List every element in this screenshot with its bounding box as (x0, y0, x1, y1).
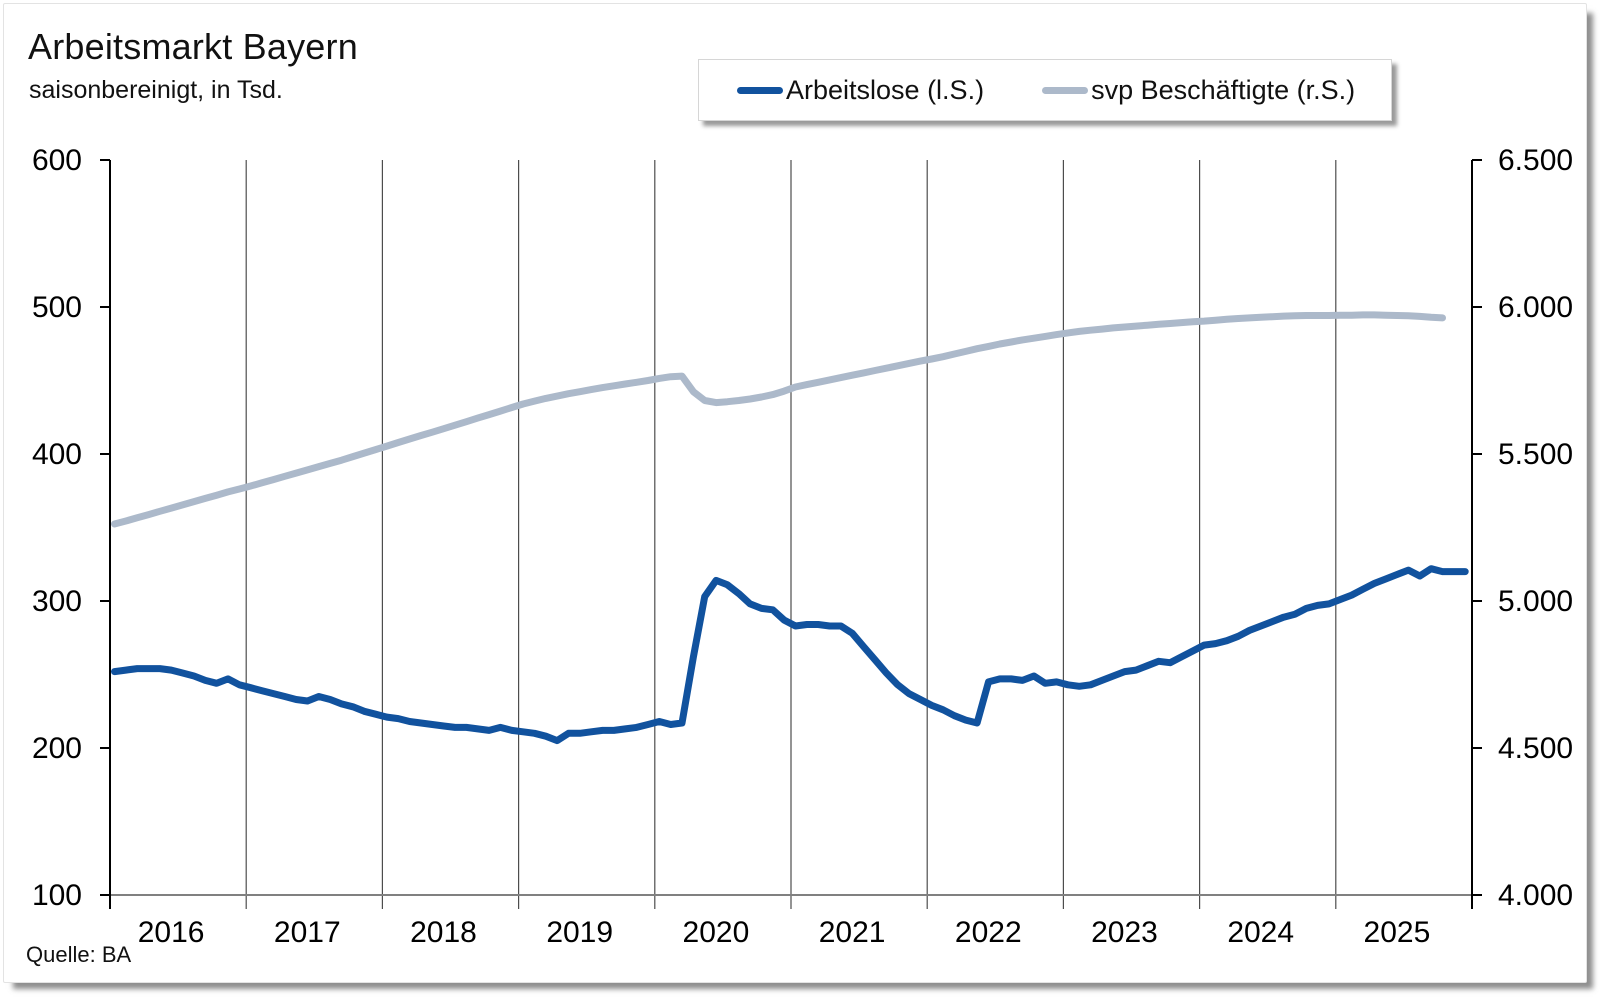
y-axis-right-label: 6.000 (1498, 291, 1573, 324)
y-axis-right-label: 4.000 (1498, 879, 1573, 912)
y-axis-right-label: 5.500 (1498, 438, 1573, 471)
plot-area: 600 500 400 300 200 100 6.500 6.000 5.500 5.000 4.… (32, 144, 1573, 949)
y-axis-left-label: 200 (32, 732, 82, 765)
legend-swatch-arbeitslose (737, 86, 783, 94)
source-note: Quelle: BA (26, 942, 132, 967)
y-axis-left-label: 600 (32, 144, 82, 177)
x-axis-year-label: 2021 (819, 916, 886, 949)
x-axis-year-label: 2024 (1227, 916, 1294, 949)
chart-card: Arbeitsmarkt Bayern saisonbereinigt, in … (3, 3, 1587, 983)
y-axis-left-label: 300 (32, 585, 82, 618)
y-axis-left-label: 100 (32, 879, 82, 912)
x-axis-year-label: 2020 (683, 916, 750, 949)
x-axis-year-label: 2019 (546, 916, 613, 949)
x-axis-year-label: 2023 (1091, 916, 1158, 949)
legend-swatch-beschaeftigte (1042, 86, 1089, 94)
chart-subtitle: saisonbereinigt, in Tsd. (29, 76, 283, 104)
y-axis-right-label: 5.000 (1498, 585, 1573, 618)
x-axis-year-label: 2025 (1364, 916, 1431, 949)
arbeitslose-line (111, 565, 1469, 745)
x-axis-year-label: 2017 (274, 916, 341, 949)
page-title: Arbeitsmarkt Bayern (28, 26, 358, 67)
y-axis-left-label: 400 (32, 438, 82, 471)
x-axis-year-label: 2022 (955, 916, 1022, 949)
legend: Arbeitslose (l.S.) svp Beschäftigte (r.S… (698, 59, 1392, 121)
y-axis-right-label: 4.500 (1498, 732, 1573, 765)
legend-item-beschaeftigte: svp Beschäftigte (r.S.) (1042, 75, 1355, 106)
x-axis-year-label: 2016 (138, 916, 205, 949)
legend-label-beschaeftigte: svp Beschäftigte (r.S.) (1091, 74, 1356, 105)
beschaeftigte-line (111, 311, 1446, 528)
legend-label-arbeitslose: Arbeitslose (l.S.) (786, 74, 985, 105)
x-axis-year-label: 2018 (410, 916, 477, 949)
y-axis-left-label: 500 (32, 291, 82, 324)
y-axis-right-label: 6.500 (1498, 144, 1573, 177)
legend-item-arbeitslose: Arbeitslose (l.S.) (737, 75, 984, 106)
